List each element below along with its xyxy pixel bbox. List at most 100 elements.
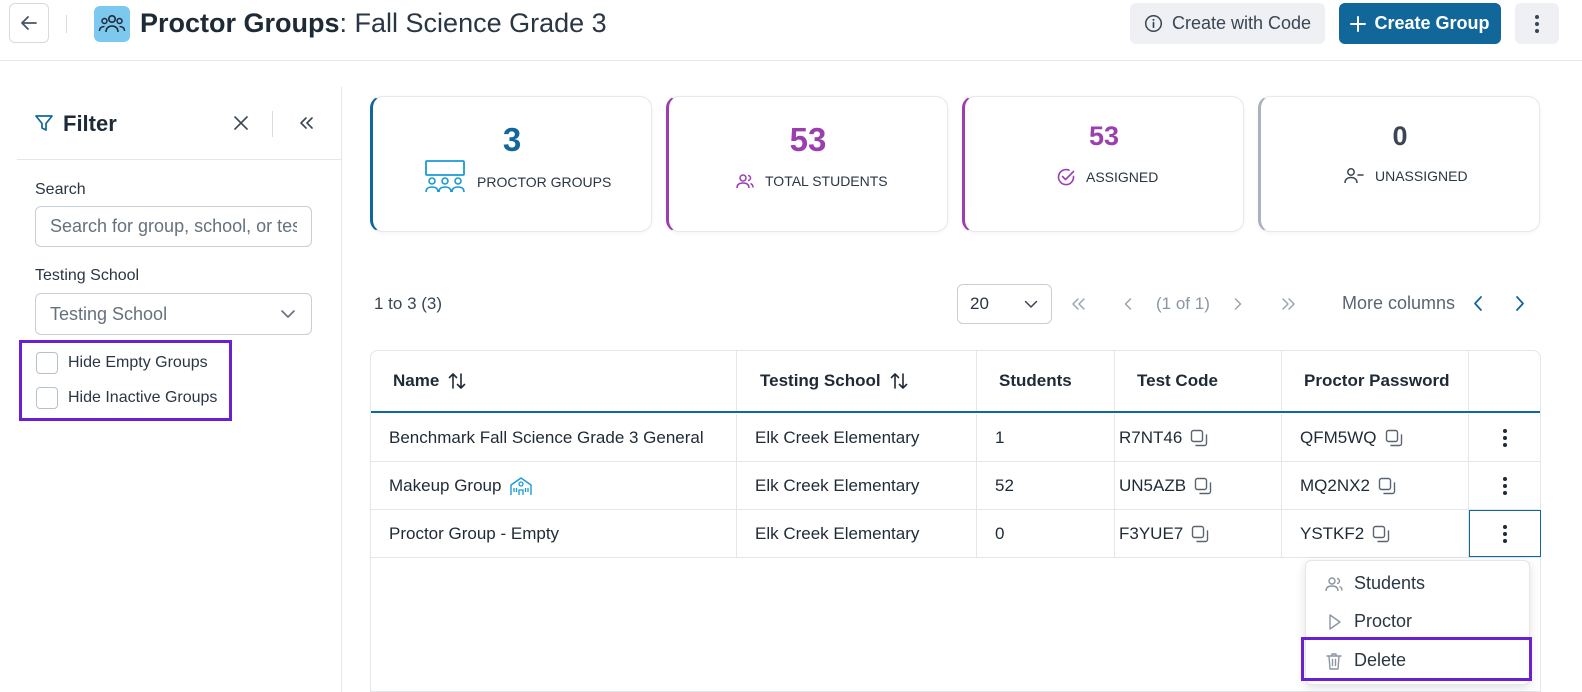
cell-school: Elk Creek Elementary	[737, 462, 977, 509]
row-actions-button[interactable]	[1469, 414, 1541, 461]
stat-label: TOTAL STUDENTS	[765, 173, 888, 189]
menu-item-proctor[interactable]: Proctor	[1324, 611, 1412, 632]
kebab-icon	[1503, 524, 1507, 543]
filter-header: Filter	[17, 87, 342, 160]
row-actions-menu: Students Proctor Delete	[1305, 560, 1530, 685]
cell-test-code: R7NT46	[1115, 414, 1282, 461]
search-label: Search	[35, 181, 86, 198]
hide-inactive-groups-label: Hide Inactive Groups	[68, 389, 218, 406]
hide-empty-groups-checkbox[interactable]: Hide Empty Groups	[36, 352, 208, 374]
filter-panel: Filter Search Testing School Testing Sch…	[17, 87, 342, 692]
create-with-code-label: Create with Code	[1171, 13, 1312, 33]
page-info: (1 of 1)	[1156, 294, 1210, 313]
hide-inactive-groups-checkbox[interactable]: Hide Inactive Groups	[36, 387, 217, 409]
search-input[interactable]	[35, 206, 312, 247]
cell-students: 0	[977, 510, 1115, 557]
user-minus-icon	[1344, 168, 1364, 184]
cell-password: QFM5WQ	[1282, 414, 1469, 461]
results-range: 1 to 3 (3)	[374, 294, 443, 313]
school-building-icon	[510, 476, 533, 495]
filter-divider	[272, 111, 273, 137]
table-row: Benchmark Fall Science Grade 3 General E…	[371, 414, 1540, 462]
copy-icon[interactable]	[1372, 525, 1390, 543]
top-bar: Proctor Groups: Fall Science Grade 3 Cre…	[0, 0, 1582, 61]
create-group-button[interactable]: Create Group	[1339, 3, 1501, 44]
stat-value: 0	[1392, 121, 1408, 151]
stat-card-total-students: 53 TOTAL STUDENTS	[666, 96, 948, 232]
column-header-students: Students	[977, 351, 1115, 411]
stat-label: PROCTOR GROUPS	[477, 174, 612, 190]
sort-icon[interactable]	[447, 371, 467, 391]
column-header-name[interactable]: Name	[371, 351, 737, 411]
cell-test-code: UN5AZB	[1115, 462, 1282, 509]
info-icon	[1144, 14, 1163, 33]
row-actions-button[interactable]	[1469, 462, 1541, 509]
close-icon[interactable]	[231, 113, 251, 133]
kebab-icon	[1535, 14, 1539, 33]
more-options-button[interactable]	[1515, 3, 1559, 44]
copy-icon[interactable]	[1378, 477, 1396, 495]
back-button[interactable]	[9, 3, 49, 43]
page-title: Proctor Groups: Fall Science Grade 3	[140, 8, 607, 38]
stat-value: 53	[789, 121, 827, 158]
cell-password: MQ2NX2	[1282, 462, 1469, 509]
cell-name: Makeup Group	[371, 462, 737, 509]
more-columns-label: More columns	[1342, 293, 1456, 313]
copy-icon[interactable]	[1190, 429, 1208, 447]
highlight-box	[1301, 637, 1532, 681]
column-header-proctor-password: Proctor Password	[1282, 351, 1469, 411]
stat-card-assigned: 53 ASSIGNED	[962, 96, 1244, 232]
stat-card-proctor-groups: 3 PROCTOR GROUPS	[370, 96, 652, 232]
kebab-icon	[1503, 428, 1507, 447]
copy-icon[interactable]	[1191, 525, 1209, 543]
users-group-icon	[94, 6, 130, 42]
menu-item-students[interactable]: Students	[1324, 573, 1425, 594]
cell-school: Elk Creek Elementary	[737, 510, 977, 557]
table-row: Proctor Group - Empty Elk Creek Elementa…	[371, 510, 1541, 558]
check-circle-icon	[1057, 168, 1075, 186]
chevron-down-icon	[281, 310, 295, 318]
stat-value: 3	[502, 121, 522, 158]
chevron-left-icon[interactable]	[1472, 295, 1484, 312]
filter-title: Filter	[63, 111, 117, 136]
trash-icon	[1326, 652, 1342, 670]
create-group-label: Create Group	[1374, 13, 1490, 33]
testing-school-select[interactable]: Testing School	[35, 293, 312, 335]
stat-caption: TOTAL STUDENTS	[735, 173, 888, 189]
header-divider	[66, 15, 67, 33]
checkbox[interactable]	[36, 387, 58, 409]
stat-caption: UNASSIGNED	[1343, 167, 1468, 185]
hide-empty-groups-label: Hide Empty Groups	[68, 354, 208, 371]
testing-school-label: Testing School	[35, 267, 140, 284]
menu-item-delete[interactable]: Delete	[1324, 650, 1406, 671]
collapse-left-icon[interactable]	[296, 113, 316, 133]
column-header-testing-school[interactable]: Testing School	[737, 351, 977, 411]
copy-icon[interactable]	[1385, 429, 1403, 447]
create-with-code-button[interactable]: Create with Code	[1130, 3, 1325, 44]
row-actions-button[interactable]	[1469, 510, 1541, 557]
first-page-icon[interactable]	[1071, 297, 1087, 311]
chevron-right-icon[interactable]	[1514, 295, 1526, 312]
cell-school: Elk Creek Elementary	[737, 414, 977, 461]
checkbox[interactable]	[36, 352, 58, 374]
prev-page-icon[interactable]	[1123, 297, 1133, 311]
cell-students: 52	[977, 462, 1115, 509]
next-page-icon[interactable]	[1233, 297, 1243, 311]
chevron-down-icon	[1024, 300, 1038, 308]
column-header-test-code: Test Code	[1115, 351, 1282, 411]
copy-icon[interactable]	[1194, 477, 1212, 495]
stat-value: 53	[1088, 121, 1120, 151]
cell-students: 1	[977, 414, 1115, 461]
cell-test-code: F3YUE7	[1115, 510, 1282, 557]
page-size-select[interactable]: 20	[957, 284, 1052, 324]
play-icon	[1329, 613, 1341, 630]
stat-label: ASSIGNED	[1086, 169, 1159, 185]
cell-name: Proctor Group - Empty	[371, 510, 737, 557]
last-page-icon[interactable]	[1280, 297, 1296, 311]
plus-icon	[1350, 15, 1367, 32]
cell-password: YSTKF2	[1282, 510, 1469, 557]
sort-icon[interactable]	[889, 371, 909, 391]
page-size-value: 20	[970, 294, 989, 313]
users-icon	[1325, 576, 1343, 591]
stat-card-unassigned: 0 UNASSIGNED	[1258, 96, 1540, 232]
